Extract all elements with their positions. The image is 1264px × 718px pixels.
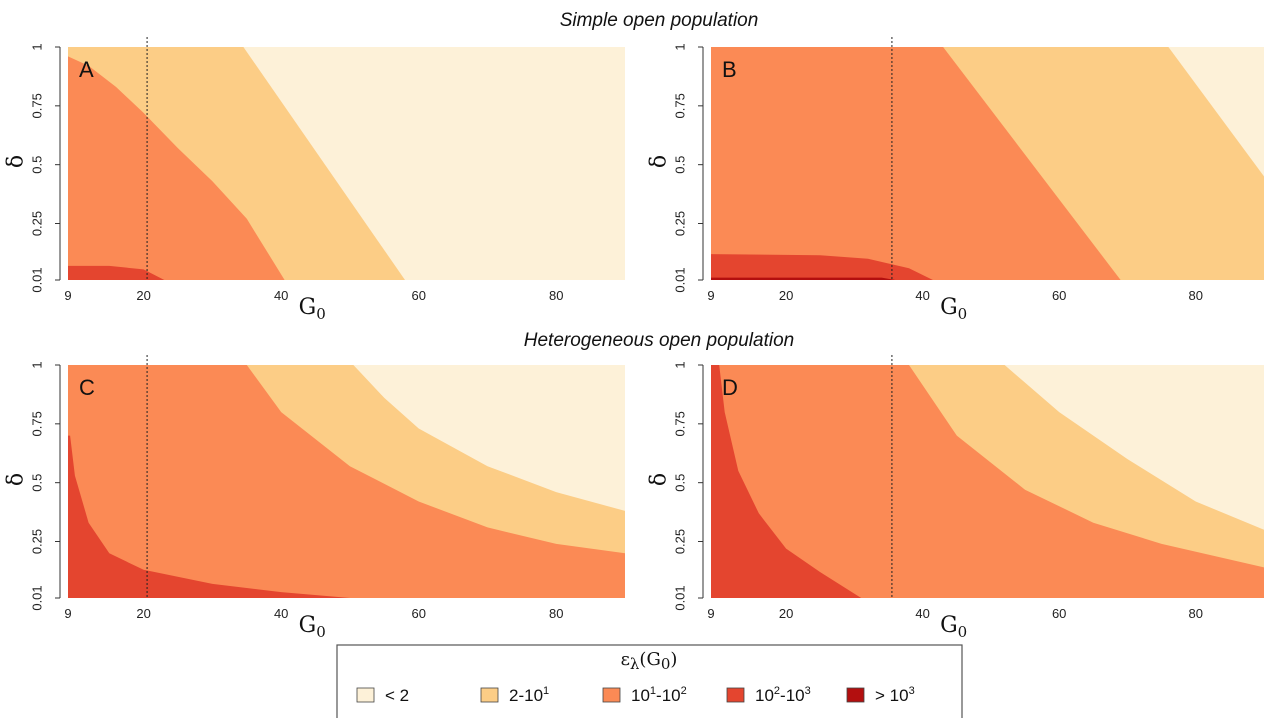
legend-label: 101-102: [631, 685, 687, 705]
y-tick-label: 0.5: [673, 474, 688, 492]
legend-swatch: [356, 687, 375, 703]
legend: ελ(G0) < 2 2-101 101-102 102-103 > 103: [336, 644, 963, 718]
y-tick-label: 0.01: [30, 585, 45, 610]
legend-box: [336, 644, 963, 718]
x-tick-label: 80: [549, 606, 563, 621]
section-title-simple: Simple open population: [560, 10, 759, 31]
y-tick-label: 0.01: [673, 267, 688, 292]
plot-area-c: [68, 365, 625, 598]
legend-title: ελ(G0): [621, 649, 678, 673]
x-tick-label: 20: [136, 288, 150, 303]
y-tick-label: 1: [30, 43, 45, 50]
y-axis-label-b: δ: [647, 155, 672, 168]
legend-label: < 2: [385, 686, 409, 705]
legend-item: 2-101: [480, 685, 549, 705]
legend-swatch: [480, 687, 499, 703]
legend-item: > 103: [846, 685, 915, 705]
legend-swatch: [602, 687, 621, 703]
y-tick-label: 0.25: [30, 529, 45, 554]
y-tick-label: 0.75: [30, 411, 45, 436]
y-tick-label: 0.75: [673, 93, 688, 118]
x-axis-label-d: G0: [940, 613, 967, 641]
region-a-10-2-10-3: [68, 265, 165, 280]
plot-area-d: [711, 365, 1264, 598]
plot-area-a: [68, 47, 625, 280]
y-tick-label: 0.25: [30, 211, 45, 236]
x-tick-label: 20: [779, 606, 793, 621]
panel-a: A 0.01 0.25 0.5 0.75 1 9 20 40 60 80 G0 δ: [4, 37, 625, 323]
panel-d: D 0.01 0.25 0.5 0.75 1 9 20 40 60 80 G0 δ: [647, 355, 1264, 641]
x-axis-label-c: G0: [299, 613, 326, 641]
x-tick-label: 60: [411, 606, 425, 621]
legend-items: < 2 2-101 101-102 102-103 > 103: [356, 685, 915, 705]
region-d-10-1-10-2: [711, 365, 1264, 598]
x-tick-label: 20: [136, 606, 150, 621]
legend-label: > 103: [875, 685, 915, 705]
region-b--10-3: [711, 277, 896, 280]
region-c-10-2-10-3: [68, 435, 350, 598]
x-axis-label-a: G0: [299, 295, 326, 323]
x-tick-label: 80: [549, 288, 563, 303]
y-tick-label: 1: [673, 361, 688, 368]
legend-swatch: [726, 687, 745, 703]
y-tick-label: 1: [673, 43, 688, 50]
y-axis-label-a: δ: [4, 155, 29, 168]
panel-letter-c: C: [79, 375, 95, 400]
y-tick-label: 0.01: [30, 267, 45, 292]
panel-letter-d: D: [722, 375, 738, 400]
legend-label: 2-101: [509, 685, 549, 705]
plot-area-b: [711, 47, 1264, 280]
x-tick-label: 40: [274, 606, 288, 621]
panel-c: C 0.01 0.25 0.5 0.75 1 9 20 40 60 80 G0 δ: [4, 355, 625, 641]
y-tick-label: 0.5: [30, 474, 45, 492]
x-tick-label: 60: [1052, 606, 1066, 621]
y-axis-label-c: δ: [4, 473, 29, 486]
x-tick-label: 9: [707, 288, 714, 303]
x-tick-label: 9: [64, 288, 71, 303]
legend-swatch: [846, 687, 865, 703]
region-a-10-1-10-2: [68, 56, 285, 280]
y-axis-label-d: δ: [647, 473, 672, 486]
panel-letter-a: A: [79, 57, 94, 82]
x-tick-label: 20: [779, 288, 793, 303]
x-axis-label-b: G0: [940, 295, 967, 323]
y-tick-label: 0.25: [673, 211, 688, 236]
y-tick-label: 0.25: [673, 529, 688, 554]
section-title-heterogeneous: Heterogeneous open population: [524, 330, 794, 351]
y-tick-label: 0.75: [673, 411, 688, 436]
x-tick-label: 60: [1052, 288, 1066, 303]
legend-item: < 2: [356, 686, 409, 705]
y-tick-label: 0.5: [30, 156, 45, 174]
x-tick-label: 9: [707, 606, 714, 621]
y-tick-label: 0.5: [673, 156, 688, 174]
region-b-10-1-10-2: [711, 47, 1121, 280]
region-c-10-1-10-2: [68, 365, 625, 598]
x-tick-label: 40: [274, 288, 288, 303]
x-tick-label: 40: [915, 288, 929, 303]
legend-label: 102-103: [755, 685, 811, 705]
legend-item: 102-103: [726, 685, 811, 705]
y-tick-label: 1: [30, 361, 45, 368]
y-tick-label: 0.01: [673, 585, 688, 610]
panel-b: B 0.01 0.25 0.5 0.75 1 9 20 40 60 80 G0 δ: [647, 37, 1264, 323]
legend-item: 101-102: [602, 685, 687, 705]
panel-letter-b: B: [722, 57, 737, 82]
y-tick-label: 0.75: [30, 93, 45, 118]
x-tick-label: 40: [915, 606, 929, 621]
region-d-10-2-10-3: [711, 365, 862, 598]
region-b-10-2-10-3: [711, 254, 933, 280]
x-tick-label: 80: [1188, 288, 1202, 303]
x-tick-label: 80: [1188, 606, 1202, 621]
panels: A 0.01 0.25 0.5 0.75 1 9 20 40 60 80 G0 δ B 0.01 0.25 0.…: [4, 37, 1264, 641]
x-tick-label: 9: [64, 606, 71, 621]
x-tick-label: 60: [411, 288, 425, 303]
